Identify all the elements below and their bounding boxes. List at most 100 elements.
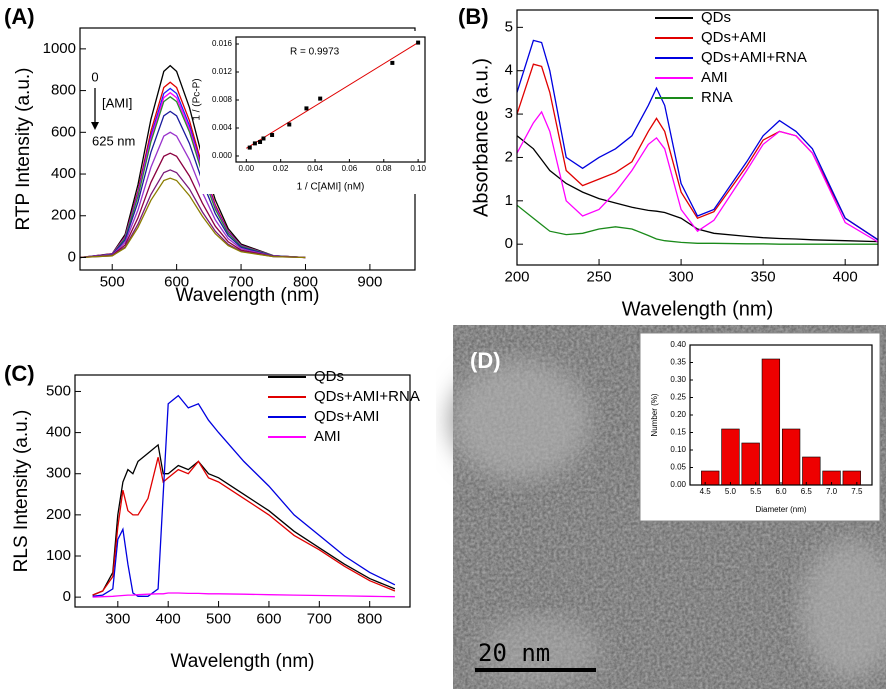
x-axis-title: 1 / C[AMI] (nM) bbox=[297, 182, 365, 193]
series-line bbox=[92, 443, 396, 596]
y-tick-label: 5 bbox=[505, 18, 513, 35]
y-tick-label: 2 bbox=[505, 148, 513, 165]
plot-frame bbox=[516, 9, 879, 266]
bar bbox=[781, 428, 801, 485]
y-tick-label: 0.004 bbox=[212, 123, 233, 132]
x-tick-label: 0.08 bbox=[376, 164, 392, 173]
y-tick-label: 500 bbox=[46, 382, 71, 399]
panel-label: (A) bbox=[4, 4, 35, 29]
annotation: 625 nm bbox=[92, 133, 135, 148]
y-axis-title: RLS Intensity (a.u.) bbox=[11, 410, 32, 573]
bar bbox=[701, 470, 720, 485]
bar bbox=[761, 358, 781, 485]
y-axis-title: RTP Intensity (a.u.) bbox=[13, 68, 34, 231]
plot-frame bbox=[235, 36, 426, 163]
y-tick-label: 0 bbox=[68, 248, 76, 265]
x-tick-label: 200 bbox=[504, 269, 529, 286]
annotation: [AMI] bbox=[102, 95, 132, 110]
y-tick-label: 200 bbox=[51, 207, 76, 224]
plot-area bbox=[701, 358, 861, 485]
x-tick-label: 0.00 bbox=[239, 164, 255, 173]
legend-label: QDs+AMI+RNA bbox=[314, 388, 420, 405]
y-tick-label: 0.00 bbox=[670, 480, 686, 489]
x-tick-label: 800 bbox=[293, 274, 318, 291]
y-tick-label: 0.40 bbox=[670, 340, 686, 349]
x-tick-label: 400 bbox=[156, 611, 181, 628]
plot-frame bbox=[74, 374, 411, 608]
x-tick-label: 400 bbox=[833, 269, 858, 286]
x-tick-label: 250 bbox=[587, 269, 612, 286]
legend-label: AMI bbox=[314, 428, 341, 445]
plot-area bbox=[517, 39, 878, 245]
series-line bbox=[80, 110, 306, 259]
y-tick-label: 600 bbox=[51, 123, 76, 140]
x-tick-label: 7.5 bbox=[851, 487, 863, 496]
point bbox=[270, 132, 275, 137]
point bbox=[304, 106, 309, 111]
x-tick-label: 6.0 bbox=[775, 487, 787, 496]
y-axis-title: 1 / (Pc-P) bbox=[192, 78, 203, 120]
point bbox=[258, 139, 263, 144]
y-tick-label: 3 bbox=[505, 105, 513, 122]
x-tick-label: 700 bbox=[307, 611, 332, 628]
point bbox=[247, 145, 252, 150]
panel-label: (B) bbox=[458, 4, 489, 29]
arrow-head bbox=[91, 122, 99, 130]
y-axis-title: Absorbance (a.u.) bbox=[470, 58, 492, 217]
plot-area bbox=[92, 394, 396, 598]
annotation: R = 0.9973 bbox=[290, 47, 340, 58]
point bbox=[318, 96, 323, 101]
point bbox=[252, 141, 257, 146]
scale-bar-label: 20 nm bbox=[478, 639, 550, 667]
x-tick-label: 600 bbox=[164, 274, 189, 291]
legend-label: QDs bbox=[314, 368, 344, 385]
series-line bbox=[517, 63, 878, 241]
x-tick-label: 4.5 bbox=[700, 487, 712, 496]
y-tick-label: 0 bbox=[63, 588, 71, 605]
plot-area bbox=[80, 64, 306, 259]
y-tick-label: 0 bbox=[505, 235, 513, 252]
panel-label: (C) bbox=[4, 361, 35, 386]
y-tick-label: 0.15 bbox=[670, 428, 686, 437]
bar bbox=[802, 456, 821, 485]
x-tick-label: 0.10 bbox=[410, 164, 426, 173]
x-tick-label: 0.04 bbox=[307, 164, 323, 173]
fit-line bbox=[246, 42, 419, 149]
y-tick-label: 400 bbox=[46, 424, 71, 441]
y-tick-label: 0.016 bbox=[212, 39, 233, 48]
x-tick-label: 6.5 bbox=[801, 487, 813, 496]
y-tick-label: 400 bbox=[51, 165, 76, 182]
legend-label: QDs+AMI+RNA bbox=[701, 49, 807, 66]
bar bbox=[822, 470, 841, 485]
series-line bbox=[80, 64, 306, 259]
panel-label: (D) bbox=[470, 348, 501, 373]
x-tick-label: 350 bbox=[751, 269, 776, 286]
annotation: 0 bbox=[91, 69, 98, 84]
legend-label: QDs+AMI bbox=[314, 408, 379, 425]
legend-label: AMI bbox=[701, 69, 728, 86]
y-tick-label: 4 bbox=[505, 62, 513, 79]
y-tick-label: 0.30 bbox=[670, 375, 686, 384]
x-tick-label: 500 bbox=[206, 611, 231, 628]
plot-area bbox=[246, 40, 421, 150]
series-line bbox=[80, 177, 306, 259]
y-tick-label: 0.35 bbox=[670, 358, 686, 367]
bar bbox=[842, 470, 861, 485]
y-tick-label: 0.20 bbox=[670, 410, 686, 419]
x-tick-label: 300 bbox=[669, 269, 694, 286]
series-line bbox=[517, 204, 878, 245]
series-line bbox=[517, 39, 878, 241]
inset-frame bbox=[639, 332, 881, 522]
bar bbox=[721, 428, 740, 485]
plot-frame bbox=[689, 344, 873, 486]
y-tick-label: 0.000 bbox=[212, 151, 233, 160]
x-tick-label: 5.0 bbox=[725, 487, 737, 496]
series-line bbox=[517, 110, 878, 243]
point bbox=[416, 40, 421, 45]
y-tick-label: 0.25 bbox=[670, 393, 686, 402]
x-tick-label: 7.0 bbox=[826, 487, 838, 496]
x-axis-title: Wavelength (nm) bbox=[171, 651, 315, 672]
y-tick-label: 100 bbox=[46, 547, 71, 564]
x-tick-label: 500 bbox=[100, 274, 125, 291]
y-tick-label: 0.05 bbox=[670, 463, 686, 472]
